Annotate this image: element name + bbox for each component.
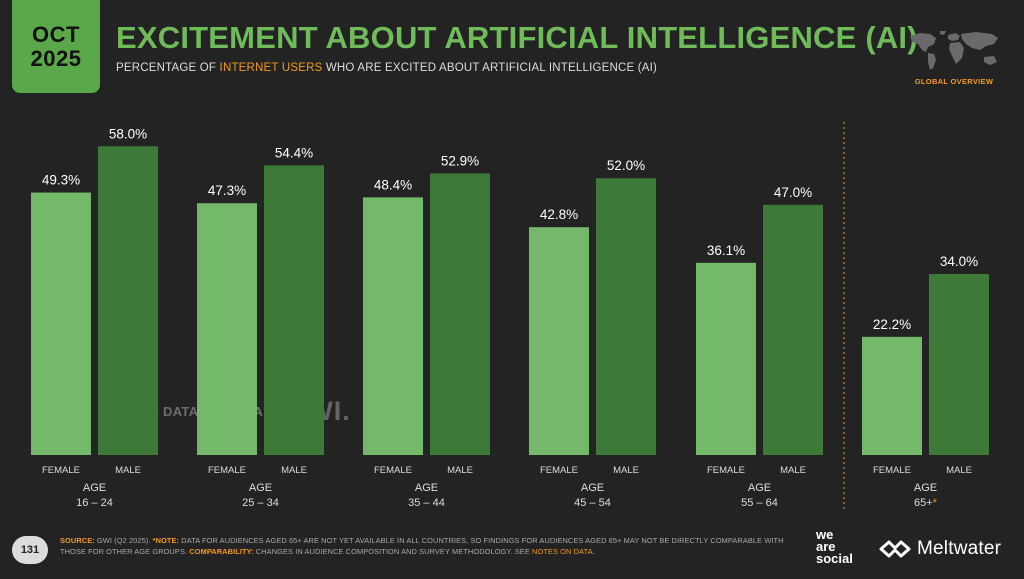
value-label-male: 52.9% (441, 153, 479, 168)
note-label: *NOTE: (152, 536, 180, 545)
series-label-female: FEMALE (42, 465, 80, 476)
region-label: GLOBAL OVERVIEW (914, 77, 994, 86)
value-label-female: 36.1% (707, 243, 745, 258)
we-are-social-logo: we are social (816, 527, 870, 566)
bar-male (98, 146, 158, 455)
comparability-text: CHANGES IN AUDIENCE COMPOSITION AND SURV… (253, 546, 533, 556)
subtitle-suffix: WHO ARE EXCITED ABOUT ARTIFICIAL INTELLI… (322, 62, 658, 74)
series-label-male: MALE (447, 465, 473, 476)
group-label: AGE (83, 482, 106, 494)
footer-end: . (592, 546, 595, 556)
bar-male (430, 173, 490, 455)
series-label-male: MALE (115, 465, 141, 476)
series-label-female: FEMALE (540, 465, 578, 476)
series-label-male: MALE (946, 465, 972, 476)
bar-female (862, 336, 922, 455)
footer-notes: SOURCE: GWI (Q2 2025). *NOTE: DATA FOR A… (60, 536, 790, 557)
value-label-female: 47.3% (208, 183, 246, 198)
series-label-female: FEMALE (208, 465, 246, 476)
notes-on-data-link[interactable]: NOTES ON DATA (532, 546, 593, 556)
value-label-male: 54.4% (275, 145, 313, 160)
value-label-male: 47.0% (774, 185, 812, 200)
series-label-female: FEMALE (374, 465, 412, 476)
date-year: 2025 (30, 45, 82, 71)
category-label: 55 – 64 (741, 497, 778, 509)
bar-male (596, 178, 656, 455)
meltwater-mark-icon (879, 540, 911, 558)
value-label-male: 52.0% (607, 158, 645, 173)
series-label-male: MALE (780, 465, 806, 476)
group-label: AGE (581, 482, 604, 494)
category-label: 65+* (914, 497, 938, 509)
date-badge: OCT 2025 (12, 0, 100, 93)
bar-female (529, 227, 589, 455)
category-label: 16 – 24 (76, 497, 113, 509)
source-text: GWI (Q2 2025). (94, 536, 153, 545)
value-label-male: 58.0% (109, 126, 147, 141)
date-month: OCT (32, 21, 80, 47)
bar-female (696, 262, 756, 455)
group-label: AGE (748, 482, 771, 494)
series-label-female: FEMALE (873, 465, 911, 476)
category-label: 35 – 44 (408, 497, 445, 509)
comparability-label: COMPARABILITY: (189, 546, 254, 556)
source-label: SOURCE: (60, 536, 95, 545)
group-label: AGE (249, 482, 272, 494)
value-label-male: 34.0% (940, 254, 978, 269)
bar-chart: 49.3% FEMALE 58.0% MALE AGE 16 – 24 47.3% FEMAL… (31, 122, 989, 512)
was-line-3: social (816, 551, 853, 566)
series-label-female: FEMALE (707, 465, 745, 476)
value-label-female: 22.2% (873, 317, 911, 332)
footnote-marker: * (933, 497, 938, 509)
subtitle-prefix: PERCENTAGE OF (116, 62, 220, 74)
page-subtitle: PERCENTAGE OF INTERNET USERS WHO ARE EXC… (116, 62, 657, 74)
bar-female (31, 192, 91, 455)
meltwater-wordmark: Meltwater (917, 538, 1002, 559)
value-label-female: 49.3% (42, 173, 80, 188)
group-label: AGE (415, 482, 438, 494)
category-label: 45 – 54 (574, 497, 611, 509)
bar-female (197, 203, 257, 455)
bar-male (264, 165, 324, 455)
bar-male (929, 274, 989, 455)
series-label-male: MALE (613, 465, 639, 476)
category-label: 25 – 34 (242, 497, 279, 509)
series-label-male: MALE (281, 465, 307, 476)
value-label-female: 48.4% (374, 177, 412, 192)
was-line-2: are (816, 539, 836, 554)
page-title: EXCITEMENT ABOUT ARTIFICIAL INTELLIGENCE… (116, 20, 918, 55)
bar-male (763, 204, 823, 455)
bar-female (363, 197, 423, 455)
note-text: DATA FOR AUDIENCES AGED 65+ ARE NOT YET … (60, 536, 784, 556)
page-number: 131 (12, 536, 48, 564)
subtitle-highlight: INTERNET USERS (219, 62, 323, 74)
was-line-1: we (816, 527, 834, 542)
value-label-female: 42.8% (540, 207, 578, 222)
group-label: AGE (914, 482, 937, 494)
meltwater-logo: Meltwater (878, 538, 1001, 560)
world-map-icon (910, 31, 998, 70)
